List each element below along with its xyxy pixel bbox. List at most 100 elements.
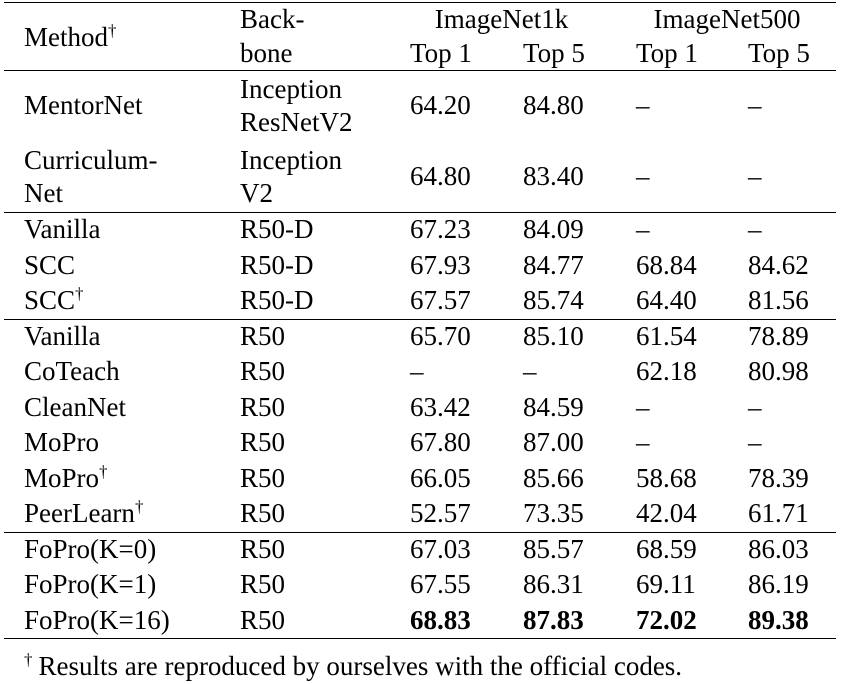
method-cell: Vanilla [24,320,100,353]
value-cell: 65.70 [410,320,471,351]
backbone-cell-text: R50-D [240,249,314,280]
value-cell: 89.38 [748,604,809,635]
method-cell: FoPro(K=0) [24,533,156,566]
backbone-cell: R50 [240,426,285,459]
backbone-cell-text: Inception [240,73,342,104]
method-cell-text: FoPro(K=16) [24,604,170,635]
method-cell: Vanilla [24,213,100,246]
value-cell: 78.89 [748,320,809,351]
value-cell: 52.57 [410,498,471,529]
value-cell: 69.11 [636,569,696,600]
value-cell: 67.23 [410,214,471,245]
method-cell: Curriculum- [24,144,157,177]
value-cell: – [636,391,650,422]
header-backbone: bone [240,37,293,68]
value-cell: 64.40 [636,285,697,316]
backbone-cell: V2 [240,177,273,210]
method-cell-text: MentorNet [24,90,143,120]
method-cell-text: CleanNet [24,391,126,422]
value-cell: 83.40 [523,161,584,191]
header-col: Top 1 [410,37,472,68]
value-cell: 73.35 [523,498,584,529]
header-group: ImageNet500 [653,3,801,34]
footnote-sup: † [24,649,33,669]
header-col: Top 1 [636,37,698,68]
rule [4,2,836,3]
value-cell: 67.03 [410,533,471,564]
footnote: † Results are reproduced by ourselves wit… [24,650,682,683]
value-cell: 85.74 [523,285,584,316]
value-cell: 86.31 [523,569,584,600]
method-sup: † [134,497,144,517]
value-cell: 58.68 [636,462,697,493]
value-cell: 66.05 [410,462,471,493]
backbone-cell: R50-D [240,284,314,317]
backbone-cell-text: R50 [240,604,286,635]
value-cell: 67.57 [410,285,471,316]
value-cell: 68.59 [636,533,697,564]
value-cell: 61.71 [748,498,809,529]
backbone-cell: R50 [240,355,285,388]
value-cell: 85.66 [523,462,584,493]
value-cell: – [636,427,650,458]
method-cell: CleanNet [24,391,126,424]
method-cell-text: MoPro [24,462,100,493]
method-cell-text: Vanilla [24,214,101,245]
method-cell-text: PeerLearn [24,498,135,529]
header-col: Top 5 [748,37,810,68]
backbone-cell: ResNetV2 [240,106,352,139]
value-cell: – [748,90,762,120]
value-cell: 86.03 [748,533,809,564]
value-cell: – [636,214,650,245]
header-method-text: Method [24,21,108,52]
value-cell: 63.42 [410,391,471,422]
method-sup: † [75,284,84,304]
value-cell: – [748,161,762,191]
backbone-cell-text: R50 [240,498,286,529]
value-cell: 42.04 [636,498,697,529]
value-cell: 84.80 [523,90,584,120]
method-cell-text: FoPro(K=1) [24,569,157,600]
method-cell: FoPro(K=16) [24,604,170,637]
method-cell: FoPro(K=1) [24,568,156,601]
method-cell-text: FoPro(K=0) [24,533,157,564]
value-cell: 87.83 [523,604,584,635]
header-backbone: Back- [240,3,305,34]
method-cell-text: MoPro [24,427,100,458]
method-cell: Net [24,177,63,210]
method-cell: SCC [24,249,75,282]
backbone-cell: R50-D [240,213,314,246]
backbone-cell: R50 [240,568,285,601]
backbone-cell-text: V2 [240,177,273,208]
value-cell: 84.09 [523,214,584,245]
header-col: Top 5 [523,37,585,68]
backbone-cell-text: R50 [240,462,286,493]
value-cell: 68.84 [636,249,697,280]
backbone-cell: R50 [240,604,285,637]
backbone-cell: R50-D [240,249,314,282]
backbone-cell: R50 [240,320,285,353]
rule [4,318,836,320]
value-cell: – [748,214,762,245]
value-cell: 80.98 [748,356,809,387]
backbone-cell: Inception [240,144,342,177]
value-cell: 85.10 [523,320,584,351]
method-cell: MoPro† [24,462,108,495]
backbone-cell: R50 [240,533,285,566]
header-group: ImageNet1k [434,3,569,34]
value-cell: – [636,161,650,191]
method-cell-text: SCC [24,249,76,280]
value-cell: – [523,356,537,387]
value-cell: – [410,356,424,387]
method-cell-text: Curriculum- [24,144,158,175]
value-cell: 78.39 [748,462,809,493]
backbone-cell: R50 [240,391,285,424]
value-cell: 86.19 [748,569,809,600]
backbone-cell-text: R50 [240,427,286,458]
method-cell: MoPro [24,426,99,459]
value-cell: 67.55 [410,569,471,600]
backbone-cell-text: R50-D [240,214,314,245]
method-cell-text: SCC [24,285,76,316]
value-cell: 61.54 [636,320,697,351]
backbone-cell-text: R50 [240,391,286,422]
